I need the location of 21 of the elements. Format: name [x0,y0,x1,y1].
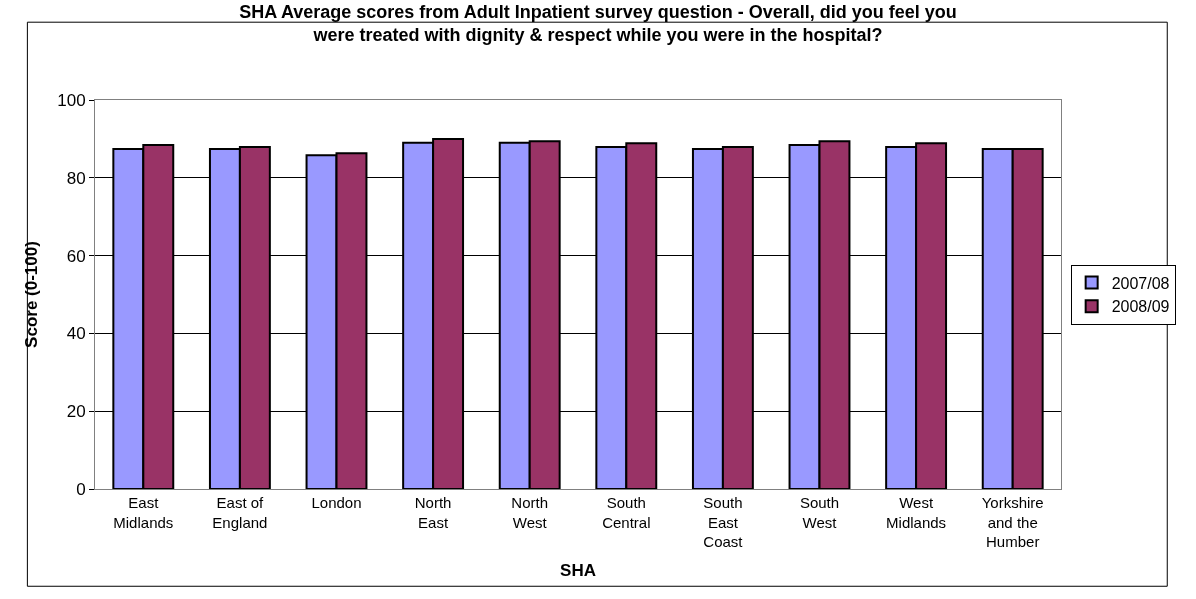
y-tick-label: 20 [66,402,86,422]
x-tick-label: London [311,494,362,511]
legend-label: 2008/09 [1111,298,1170,316]
x-tick-label: South Central [602,494,651,531]
legend-label: 2007/08 [1111,274,1170,292]
x-tick-label: South East Coast [703,494,744,550]
y-tick-label: 40 [66,324,86,344]
x-tick-label: South West [799,494,840,531]
x-axis-title: SHA [560,561,596,581]
chart-title: SHA Average scores from Adult Inpatient survey question - Overall, did you feel you were treated with dignity & respect while you were in the hospital? [239,1,957,46]
x-tick-label: North East [414,494,452,531]
x-tick-label: North West [511,494,549,531]
x-tick-label: Yorkshire and the Humber [981,494,1044,550]
y-tick-label: 0 [76,479,86,499]
y-tick-label: 100 [57,90,86,110]
x-tick-label: East Midlands [113,494,174,531]
x-tick-label: East of England [212,494,268,531]
y-axis-title: Score (0-100) [21,241,41,348]
x-tick-label: West Midlands [886,494,947,531]
y-tick-label: 80 [66,168,86,188]
y-tick-label: 60 [66,246,86,266]
